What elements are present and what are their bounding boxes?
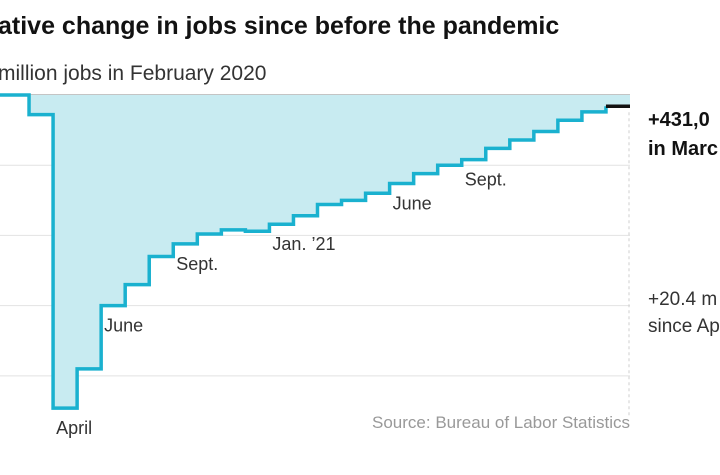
recovery-annotation-line2: since Ap	[648, 316, 720, 337]
chart-title: ative change in jobs since before the pa…	[0, 12, 559, 40]
x-tick-label: Sept.	[465, 170, 507, 190]
x-tick-label: June	[104, 316, 143, 336]
x-tick-label: Sept.	[176, 254, 218, 274]
x-tick-label: April	[56, 418, 92, 438]
latest-annotation-line2: in Marc	[648, 138, 718, 160]
recovery-annotation-line1: +20.4 m	[648, 289, 717, 310]
series-line	[0, 93, 608, 410]
x-tick-label: Jan. ’21	[272, 234, 335, 254]
x-tick-labels: April June Sept. Jan. ’21 June Sept.	[56, 170, 507, 439]
source-note: Source: Bureau of Labor Statistics	[372, 413, 630, 432]
recovery-area	[0, 95, 630, 409]
chart-subtitle: million jobs in February 2020	[0, 62, 266, 85]
x-tick-label: June	[393, 193, 432, 213]
latest-annotation-line1: +431,0	[648, 109, 710, 131]
